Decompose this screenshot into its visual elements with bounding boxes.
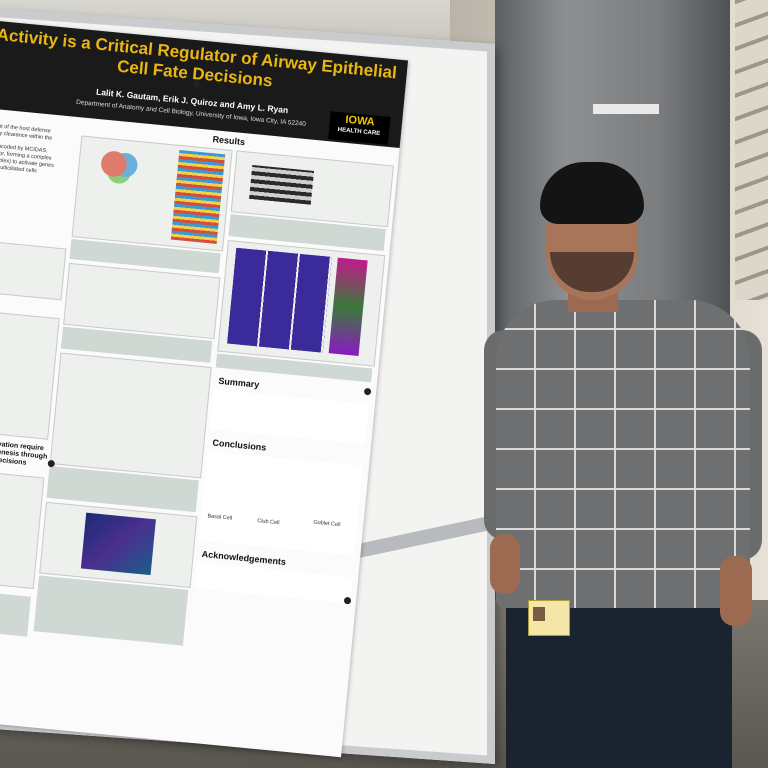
- staircase: [735, 0, 768, 300]
- heatmap: [170, 149, 226, 244]
- left-figure: [0, 468, 45, 589]
- hair: [540, 162, 644, 224]
- figure-4-caption: [33, 575, 189, 646]
- intro-text: ponent of the host defense ociliary clea…: [0, 122, 55, 175]
- sweater: [496, 300, 750, 608]
- label-goblet: Goblet Cell: [313, 519, 341, 529]
- pillar-sign: [593, 104, 659, 114]
- conclusions-heading: Conclusions: [212, 437, 267, 453]
- figure-3: [49, 352, 212, 479]
- left-diagram: [0, 239, 67, 301]
- acknowledgements-text: [194, 562, 353, 604]
- label-club: Club Cell: [256, 518, 280, 527]
- microscopy-panel: [80, 512, 156, 576]
- venn-diagram: [95, 146, 146, 187]
- summary-text: [209, 389, 369, 445]
- left-section-heading: Multiciliin activation require ive multi…: [0, 436, 48, 467]
- figure-4: [39, 501, 198, 589]
- left-hand: [490, 534, 520, 594]
- if-grid: [227, 247, 332, 353]
- magnet-pin: [363, 387, 372, 396]
- label-basal: Basal Cell: [207, 513, 233, 522]
- iowa-logo-sub: HEALTH CARE: [337, 127, 381, 138]
- iowa-logo: IOWA HEALTH CARE: [328, 111, 391, 145]
- left-text-block: [0, 309, 60, 440]
- immunofluorescence-figure: [217, 240, 386, 367]
- if-column: [328, 257, 368, 357]
- right-hand: [720, 556, 752, 626]
- figure-1: [71, 135, 233, 252]
- summary-heading: Summary: [218, 375, 260, 390]
- id-badge: [528, 600, 570, 636]
- magnet-pin: [343, 596, 352, 605]
- blot-bands: [249, 165, 315, 205]
- figure-2: [63, 262, 221, 340]
- left-caption: [0, 587, 31, 637]
- results-heading: Results: [212, 134, 246, 148]
- presenter: [484, 160, 768, 768]
- conclusions-diagram: Basal Cell Club Cell Goblet Cell: [199, 451, 363, 556]
- research-poster: Activity is a Critical Regulator of Airw…: [0, 20, 409, 758]
- badge-photo: [533, 607, 545, 621]
